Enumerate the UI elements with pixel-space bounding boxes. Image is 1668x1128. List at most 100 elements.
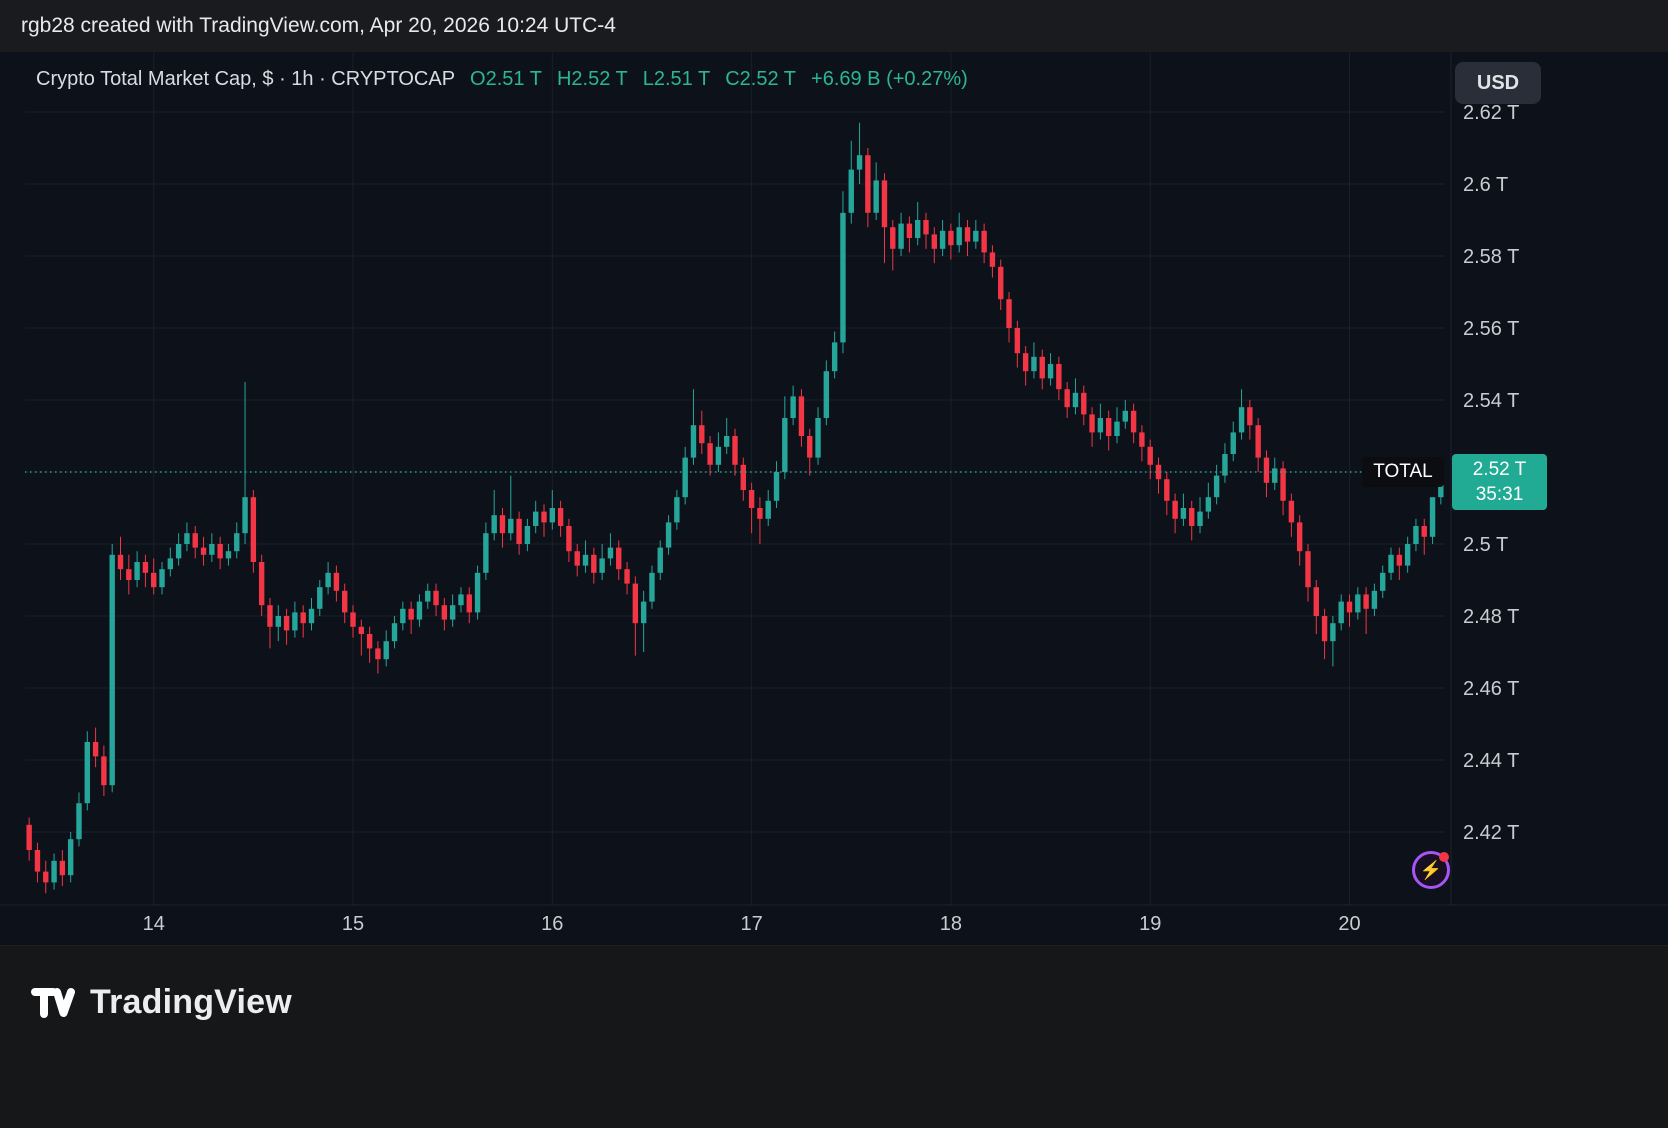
candle-up	[1338, 601, 1344, 624]
candle-down	[890, 227, 896, 249]
candle-down	[1305, 551, 1311, 588]
candle-down	[1263, 457, 1270, 483]
candle-down	[34, 850, 41, 872]
price-axis-label: 2.44 T	[1463, 750, 1519, 772]
candle-down	[931, 234, 937, 249]
lightning-icon: ⚡	[1419, 860, 1443, 880]
candle-down	[1189, 508, 1195, 526]
candle-down	[1321, 616, 1328, 642]
candle-down	[200, 547, 207, 555]
candle-down	[699, 425, 705, 444]
candle-up	[483, 533, 489, 573]
candle-down	[1139, 432, 1145, 447]
candle-up	[1429, 497, 1436, 537]
candle-down	[591, 554, 597, 573]
candle-up	[657, 547, 663, 573]
boost-button[interactable]: ⚡	[1412, 851, 1450, 889]
candle-up	[109, 554, 115, 786]
candle-up	[67, 839, 74, 876]
candle-up	[474, 572, 481, 613]
candle-up	[1031, 356, 1037, 372]
tradingview-brand[interactable]: TradingView	[30, 980, 292, 1024]
candle-down	[566, 526, 572, 552]
candle-up	[1114, 421, 1120, 436]
price-axis-label: 2.48 T	[1463, 606, 1519, 628]
price-axis-label: 2.6 T	[1463, 174, 1508, 196]
candle-up	[51, 860, 57, 883]
candle-down	[1396, 554, 1403, 566]
ohlc-high-value: 2.52 T	[571, 68, 628, 90]
candle-up	[665, 522, 672, 548]
candle-up	[723, 436, 730, 447]
attribution-bar: rgb28 created with TradingView.com, Apr …	[0, 0, 1668, 52]
candle-down	[258, 562, 265, 606]
candle-up	[491, 515, 497, 534]
candle-down	[499, 515, 506, 534]
candle-down	[1022, 353, 1029, 372]
candle-up	[1355, 594, 1361, 613]
candle-up	[856, 155, 863, 170]
candle-up	[1072, 392, 1079, 408]
candle-down	[466, 594, 472, 613]
candle-up	[524, 526, 531, 544]
candle-up	[640, 601, 647, 624]
ohlc-low-value: 2.51 T	[653, 68, 711, 90]
candle-up	[416, 601, 423, 620]
candle-down	[923, 220, 929, 235]
ohlc-high-label: H	[556, 68, 572, 90]
candle-down	[126, 569, 132, 580]
candle-down	[350, 612, 356, 627]
candle-up	[831, 342, 838, 372]
candle-down	[1130, 410, 1137, 433]
candle-up	[1047, 364, 1054, 379]
time-axis-label: 19	[1139, 913, 1161, 935]
candle-down	[964, 227, 971, 242]
candle-down	[441, 605, 448, 620]
candle-down	[707, 443, 713, 465]
candle-up	[1230, 432, 1236, 454]
candle-down	[574, 551, 580, 566]
candle-down	[740, 464, 747, 490]
candle-down	[1039, 356, 1045, 379]
candle-down	[342, 590, 348, 613]
candle-up	[582, 554, 589, 566]
time-axis-label: 15	[342, 913, 364, 935]
candle-up	[1380, 572, 1386, 591]
candle-down	[1164, 479, 1170, 501]
candle-up	[898, 223, 904, 249]
chart-pane[interactable]: 2.62 T 2.6 T 2.58 T 2.56 T 2.54 T 2.52 T 2.5 T…	[0, 52, 1668, 945]
price-axis-label: 2.46 T	[1463, 678, 1519, 700]
symbol-title[interactable]: Crypto Total Market Cap, $ · 1h · CRYPTO…	[36, 68, 456, 90]
candle-down	[998, 266, 1004, 300]
candle-up	[1097, 418, 1104, 433]
candle-down	[798, 396, 805, 436]
candle-down	[26, 824, 32, 850]
candle-down	[142, 562, 149, 573]
candle-down	[217, 544, 223, 559]
candle-down	[1014, 328, 1021, 354]
candle-down	[1089, 414, 1095, 433]
candle-down	[616, 547, 622, 570]
notification-dot	[1439, 852, 1449, 862]
candlestick-chart[interactable]: 2.62 T 2.6 T 2.58 T 2.56 T 2.54 T 2.52 T 2.5 T…	[0, 52, 1668, 945]
candle-up	[209, 544, 215, 555]
candle-up	[848, 169, 854, 213]
candle-up	[1388, 554, 1394, 573]
ohlc-open-value: 2.51 T	[485, 68, 542, 90]
candle-down	[1056, 364, 1062, 390]
chart-legend: Crypto Total Market Cap, $ · 1h · CRYPTO…	[36, 68, 968, 91]
candle-up	[607, 547, 614, 559]
candle-up	[1413, 526, 1419, 544]
candle-up	[1404, 544, 1411, 566]
candle-down	[1172, 500, 1178, 519]
tradingview-logo-icon	[31, 988, 75, 1018]
candle-up	[674, 497, 680, 523]
currency-button[interactable]: USD	[1455, 62, 1541, 104]
candle-up	[425, 590, 431, 602]
candle-up	[649, 572, 655, 602]
candle-down	[1313, 587, 1319, 616]
candle-down	[151, 572, 157, 588]
price-axis-label: 2.62 T	[1463, 102, 1519, 124]
time-axis[interactable]	[0, 905, 1668, 945]
candle-down	[624, 569, 630, 584]
